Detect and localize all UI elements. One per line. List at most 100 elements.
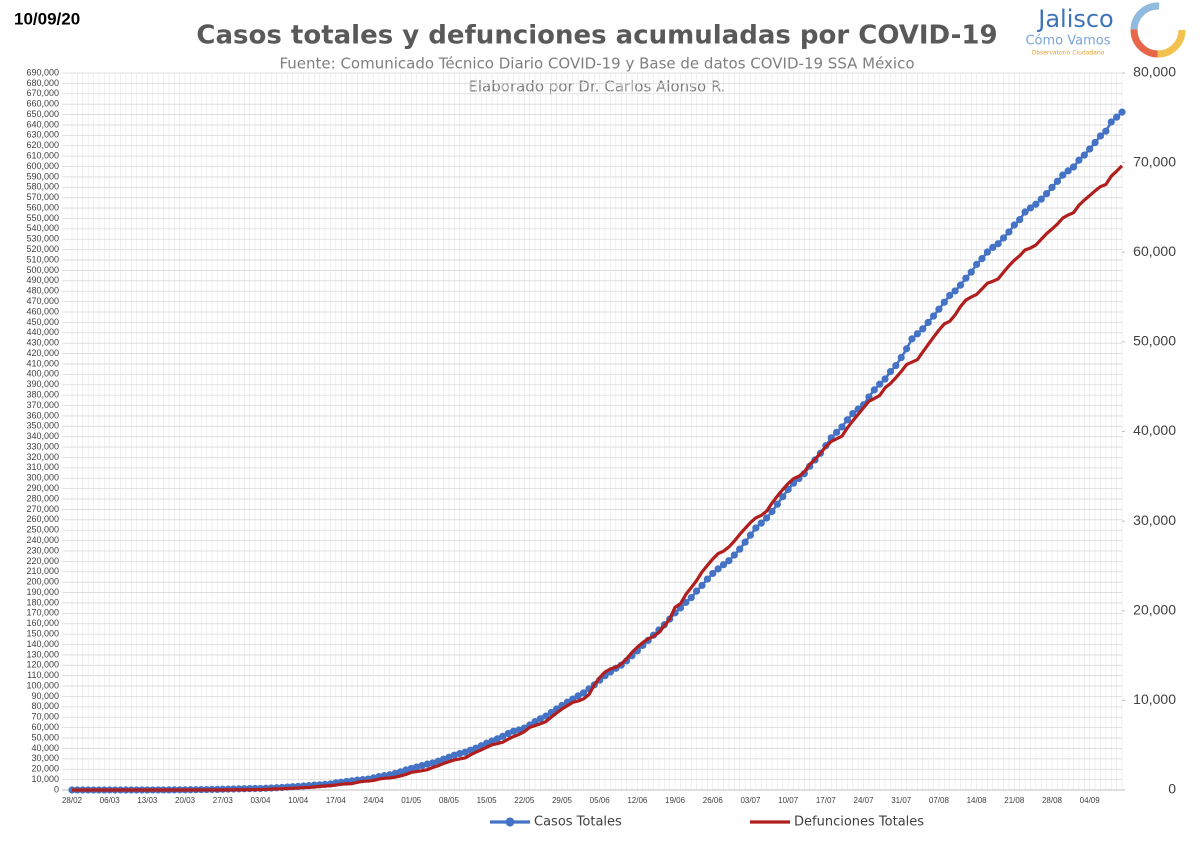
x-tick-label: 13/03 [137, 796, 158, 805]
point [504, 729, 512, 738]
point [499, 732, 507, 740]
point [1086, 145, 1094, 153]
x-tick-label: 15/05 [477, 796, 498, 805]
point [903, 345, 911, 353]
y-tick-label: 660,000 [26, 99, 59, 109]
point [886, 367, 895, 376]
logo-ring [1130, 2, 1186, 58]
y-tick-label: 650,000 [26, 109, 59, 119]
y2-tick-label: 50,000 [1133, 333, 1176, 349]
y2-tick-label: 10,000 [1133, 691, 1176, 707]
point [423, 760, 431, 768]
y-tick-label: 130,000 [26, 649, 59, 659]
y-tick-label: 680,000 [26, 78, 59, 88]
y-tick-label: 630,000 [26, 130, 59, 140]
point [536, 715, 545, 723]
x-tick-label: 10/07 [778, 796, 799, 805]
point [1064, 167, 1072, 175]
point [1069, 163, 1078, 171]
y2-tick-label: 40,000 [1133, 422, 1176, 438]
y-tick-label: 560,000 [26, 202, 59, 212]
x-tick-label: 03/07 [740, 796, 761, 805]
y-tick-label: 610,000 [26, 151, 59, 161]
point [1032, 200, 1040, 208]
point [1043, 190, 1051, 198]
point [1118, 108, 1126, 116]
y2-tick-label: 70,000 [1133, 153, 1176, 169]
x-tick-label: 17/07 [816, 796, 837, 805]
y-tick-label: 600,000 [26, 161, 59, 171]
grid [62, 72, 1125, 791]
x-tick-label: 21/08 [1004, 796, 1025, 805]
point [1005, 228, 1013, 236]
point [929, 312, 938, 320]
y-tick-label: 210,000 [26, 566, 59, 576]
x-tick-label: 24/07 [854, 796, 875, 805]
point [935, 305, 943, 313]
y-tick-label: 590,000 [26, 171, 59, 181]
point [509, 727, 518, 735]
point [1080, 151, 1088, 159]
point [714, 565, 722, 573]
point [493, 735, 501, 743]
point [1026, 204, 1035, 212]
y2-tick-label: 60,000 [1133, 243, 1176, 259]
point [849, 409, 857, 418]
point [946, 291, 954, 300]
y-tick-label: 620,000 [26, 140, 59, 150]
y-tick-label: 350,000 [26, 421, 59, 431]
point [1021, 208, 1029, 216]
point [1096, 132, 1105, 140]
x-tick-label: 14/08 [967, 796, 988, 805]
point [870, 386, 878, 394]
y-tick-label: 80,000 [31, 701, 59, 711]
y-tick-label: 470,000 [26, 296, 59, 306]
x-tick-label: 07/08 [929, 796, 950, 805]
point [956, 281, 965, 289]
point [1091, 138, 1099, 147]
y2-tick-label: 30,000 [1133, 512, 1176, 528]
point [456, 750, 464, 758]
y-tick-label: 30,000 [31, 753, 59, 763]
y-tick-label: 320,000 [26, 452, 59, 462]
y-tick-label: 570,000 [26, 192, 59, 202]
y-tick-label: 580,000 [26, 182, 59, 192]
chart-subtitle: Fuente: Comunicado Técnico Diario COVID-… [279, 55, 914, 73]
point [687, 594, 695, 602]
point [779, 493, 787, 501]
point [892, 361, 900, 370]
y-tick-label: 20,000 [31, 764, 59, 774]
y-tick-label: 280,000 [26, 493, 59, 503]
logo-name: Jalisco [1036, 5, 1114, 33]
point [698, 581, 706, 590]
logo-tagline: Cómo Vamos [1025, 34, 1110, 49]
y-tick-label: 120,000 [26, 660, 59, 670]
y-tick-label: 330,000 [26, 441, 59, 451]
x-tick-label: 28/02 [62, 796, 83, 805]
y-tick-label: 670,000 [26, 88, 59, 98]
y-tick-label: 250,000 [26, 525, 59, 535]
chart-title: Casos totales y defunciones acumuladas p… [196, 21, 997, 51]
x-tick-label: 01/05 [401, 796, 422, 805]
y-tick-label: 300,000 [26, 473, 59, 483]
point [978, 255, 986, 263]
x-tick-label: 10/04 [288, 796, 309, 805]
point [999, 234, 1008, 242]
y-tick-label: 140,000 [26, 639, 59, 649]
y-tick-label: 310,000 [26, 462, 59, 472]
legend-label: Defunciones Totales [794, 815, 924, 830]
y-tick-label: 40,000 [31, 743, 59, 753]
x-tick-label: 05/06 [590, 796, 611, 805]
point [983, 248, 991, 256]
y-tick-label: 440,000 [26, 327, 59, 337]
x-tick-label: 29/05 [552, 796, 573, 805]
point [703, 575, 711, 583]
x-tick-label: 31/07 [891, 796, 912, 805]
x-tick-label: 06/03 [100, 796, 121, 805]
point [908, 335, 916, 343]
y-tick-label: 400,000 [26, 369, 59, 379]
y-tick-label: 180,000 [26, 597, 59, 607]
point [1048, 183, 1056, 191]
y-tick-label: 90,000 [31, 691, 59, 701]
point [1107, 118, 1115, 126]
